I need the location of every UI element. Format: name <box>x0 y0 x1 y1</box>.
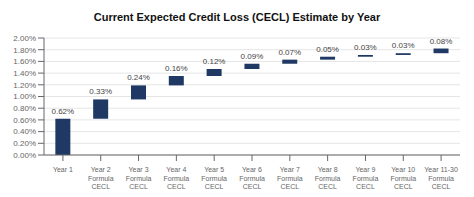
svg-text:1.60%: 1.60% <box>13 57 36 66</box>
svg-text:1.00%: 1.00% <box>13 92 36 101</box>
svg-text:2.00%: 2.00% <box>13 34 36 43</box>
svg-text:Year 4FormulaCECL: Year 4FormulaCECL <box>164 166 190 189</box>
svg-text:0.33%: 0.33% <box>89 87 112 96</box>
svg-text:0.20%: 0.20% <box>13 139 36 148</box>
svg-text:Year 10FormulaCECL: Year 10FormulaCECL <box>390 166 416 189</box>
svg-text:1.40%: 1.40% <box>13 69 36 78</box>
svg-text:Year 5FormulaCECL: Year 5FormulaCECL <box>201 166 227 189</box>
html-text:Current Expected Credit Loss (: Current Expected Credit Loss (CECL) Esti… <box>93 11 381 23</box>
svg-text:0.07%: 0.07% <box>278 48 301 57</box>
svg-text:0.08%: 0.08% <box>430 37 453 46</box>
svg-text:Year 9FormulaCECL: Year 9FormulaCECL <box>353 166 379 189</box>
svg-text:0.12%: 0.12% <box>203 57 226 66</box>
svg-text:Year 11-30FormulaCECL: Year 11-30FormulaCECL <box>424 166 458 189</box>
svg-text:0.80%: 0.80% <box>13 104 36 113</box>
svg-text:0.60%: 0.60% <box>13 116 36 125</box>
svg-text:1.80%: 1.80% <box>13 46 36 55</box>
svg-text:Year 6FormulaCECL: Year 6FormulaCECL <box>239 166 265 189</box>
svg-text:Year 2FormulaCECL: Year 2FormulaCECL <box>88 166 114 189</box>
svg-text:0.00%: 0.00% <box>13 151 36 160</box>
svg-text:Year 3FormulaCECL: Year 3FormulaCECL <box>126 166 152 189</box>
svg-text:0.40%: 0.40% <box>13 127 36 136</box>
svg-text:Year 8FormulaCECL: Year 8FormulaCECL <box>315 166 341 189</box>
svg-text:0.62%: 0.62% <box>52 107 75 116</box>
svg-text:0.03%: 0.03% <box>354 43 377 52</box>
svg-text:0.24%: 0.24% <box>127 73 150 82</box>
svg-text:0.03%: 0.03% <box>392 41 415 50</box>
svg-text:Year 7FormulaCECL: Year 7FormulaCECL <box>277 166 303 189</box>
svg-text:Year 1: Year 1 <box>53 166 73 173</box>
svg-text:0.16%: 0.16% <box>165 64 188 73</box>
svg-text:0.09%: 0.09% <box>241 52 264 61</box>
svg-text:1.20%: 1.20% <box>13 81 36 90</box>
svg-text:0.05%: 0.05% <box>316 45 339 54</box>
